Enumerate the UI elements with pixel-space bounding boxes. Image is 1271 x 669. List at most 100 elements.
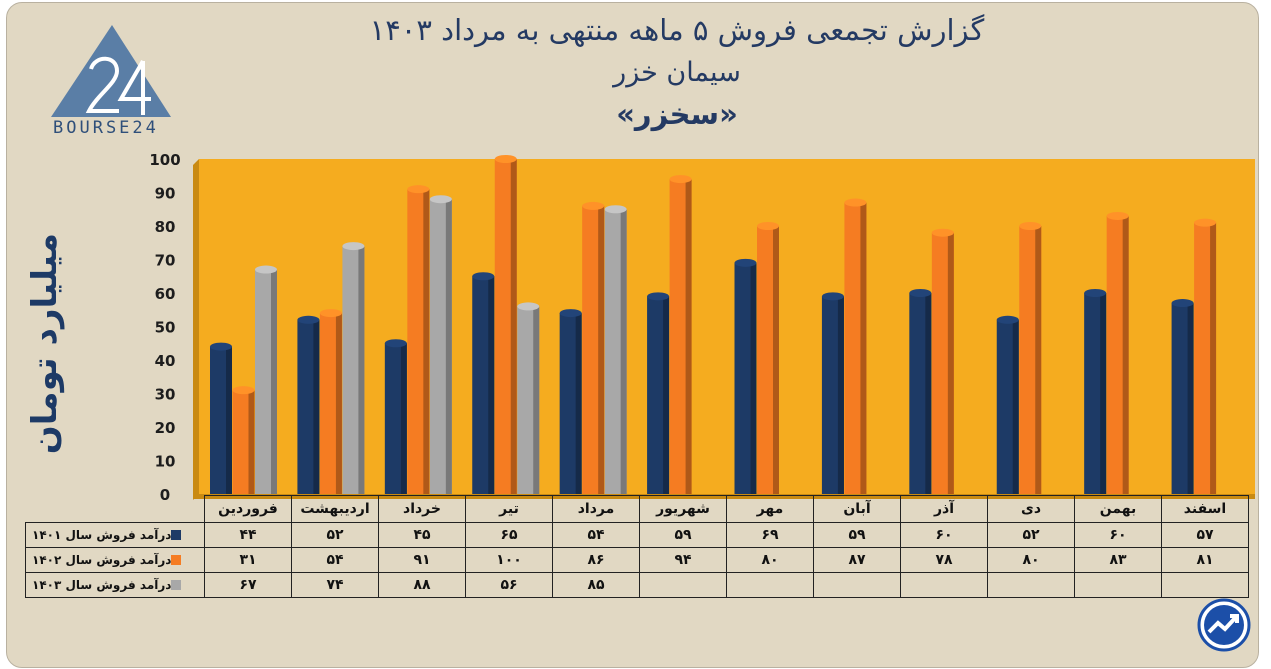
bar-shade	[400, 343, 407, 494]
data-label: ۸۳	[1074, 547, 1162, 573]
data-label: ۵۷	[1161, 522, 1249, 548]
bar	[342, 242, 365, 494]
x-tick-label: مهر	[726, 495, 814, 523]
legend-swatch	[171, 555, 182, 566]
bar	[232, 386, 255, 494]
bar-shade	[313, 319, 320, 494]
bar	[1106, 211, 1129, 494]
data-label: ۵۴	[552, 522, 640, 548]
bar-cap	[384, 339, 407, 348]
trend-up-icon	[1197, 598, 1251, 652]
data-label: ۳۱	[204, 547, 292, 573]
data-label	[639, 572, 727, 598]
x-tick-label: شهریور	[639, 495, 727, 523]
legend-label: درآمد فروش سال ۱۴۰۳	[32, 578, 172, 593]
data-label: ۵۹	[639, 522, 727, 548]
bar-cap	[297, 315, 320, 324]
bar-shade	[663, 296, 670, 494]
bar-cap	[604, 205, 627, 214]
bar-cap	[734, 258, 757, 267]
data-label: ۶۵	[465, 522, 553, 548]
x-tick-label: فروردین	[204, 495, 292, 523]
bar-shade	[248, 390, 255, 494]
data-label: ۸۱	[1161, 547, 1249, 573]
data-label: ۵۹	[813, 522, 901, 548]
bar-cap	[996, 315, 1019, 324]
bar-cap	[669, 175, 692, 184]
data-label: ۸۸	[378, 572, 466, 598]
y-tick-label: 0	[160, 486, 170, 504]
chart-title: گزارش تجمعی فروش ۵ ماهه منتهی به مرداد ۱…	[369, 13, 985, 47]
table-corner-cell	[25, 495, 205, 523]
bar	[734, 258, 757, 494]
bar-shade	[620, 209, 627, 494]
table-header-row: فروردین اردیبهشت خرداد تیر مرداد شهریور مهر آبا…	[25, 495, 1249, 523]
legend-label: درآمد فروش سال ۱۴۰۱	[32, 528, 172, 543]
data-label	[900, 572, 988, 598]
x-tick-label: خرداد	[378, 495, 466, 523]
ticker-symbol: «سخزر»	[616, 97, 738, 131]
company-name: سیمان خزر	[613, 57, 741, 88]
bar-shade	[773, 226, 779, 494]
data-label: ۵۴	[291, 547, 379, 573]
bar-cap	[559, 309, 582, 318]
data-label: ۵۲	[987, 522, 1075, 548]
bar-cap	[342, 242, 365, 251]
bar-shade	[488, 276, 495, 494]
bar-shade	[445, 199, 452, 494]
data-label: ۸۰	[726, 547, 814, 573]
legend-entry: درآمد فروش سال ۱۴۰۳	[25, 572, 205, 598]
bar-shade	[1122, 215, 1129, 494]
bar	[1171, 299, 1194, 494]
data-label: ۶۷	[204, 572, 292, 598]
bar-cap	[821, 292, 844, 301]
legend-swatch	[171, 530, 182, 541]
x-tick-label: مرداد	[552, 495, 640, 523]
bar-cap	[429, 195, 452, 204]
y-tick-label: 80	[155, 218, 176, 236]
legend-swatch	[171, 580, 182, 591]
bar-shade	[598, 205, 605, 494]
bar-cap	[407, 185, 430, 194]
data-label	[726, 572, 814, 598]
data-table: فروردین اردیبهشت خرداد تیر مرداد شهریور مهر آبا…	[25, 495, 1249, 598]
bar-cap	[647, 292, 670, 301]
bar	[407, 185, 430, 494]
bar-shade	[1210, 222, 1217, 494]
bar-cap	[472, 272, 495, 281]
bar-shade	[860, 202, 867, 495]
bar-cap	[1171, 299, 1194, 308]
data-label: ۴۴	[204, 522, 292, 548]
table-row: درآمد فروش سال ۱۴۰۲ ۳۱ ۵۴ ۹۱ ۱۰۰ ۸۶ ۹۴ ۸۰ ۸۷ ۷۸ ۸۰…	[25, 547, 1249, 573]
bar-shade	[750, 262, 757, 494]
bar-shade	[1100, 293, 1107, 494]
bar-shade	[1035, 226, 1042, 494]
table-row: درآمد فروش سال ۱۴۰۳ ۶۷ ۷۴ ۸۸ ۵۶ ۸۵	[25, 572, 1249, 598]
bar	[669, 175, 692, 494]
bar-cap	[1194, 218, 1217, 227]
bar	[319, 309, 342, 494]
bar	[844, 198, 867, 495]
bar-shade	[358, 246, 365, 494]
y-tick-label: 30	[155, 386, 176, 404]
bar	[429, 195, 452, 494]
bar-shade	[510, 159, 517, 494]
bar-cap	[1106, 211, 1129, 220]
x-tick-label: تیر	[465, 495, 553, 523]
data-label: ۸۰	[987, 547, 1075, 573]
x-tick-label: اردیبهشت	[291, 495, 379, 523]
bar-cap	[844, 198, 867, 207]
bar-shade	[947, 232, 954, 494]
data-label: ۶۰	[1074, 522, 1162, 548]
y-tick-label: 70	[155, 252, 176, 270]
bar-shade	[335, 313, 342, 494]
bar-cap	[909, 289, 932, 297]
bar	[210, 342, 232, 494]
x-tick-label: دی	[987, 495, 1075, 523]
bar-cap	[1084, 289, 1107, 297]
bar	[1194, 218, 1217, 494]
bar	[996, 315, 1019, 494]
data-label: ۹۴	[639, 547, 727, 573]
bar	[909, 289, 932, 494]
data-label: ۵۶	[465, 572, 553, 598]
